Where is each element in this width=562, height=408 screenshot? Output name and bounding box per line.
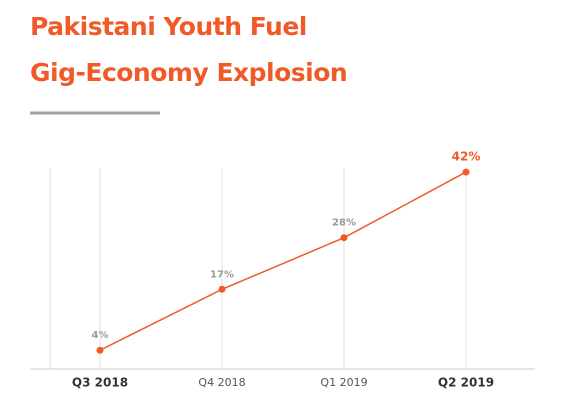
x-tick-label: Q3 2018 [72,376,128,390]
series-line [99,171,467,351]
data-point [340,234,348,242]
x-tick-label: Q2 2019 [438,376,494,390]
value-label: 4% [92,330,109,341]
data-point [96,346,104,354]
value-label: 28% [332,218,356,229]
value-label: 42% [452,150,481,164]
chart-title: Gig-Economy Explosion [30,58,347,87]
value-label: 17% [210,269,234,280]
data-point [218,285,226,293]
x-tick-label: Q4 2018 [198,376,245,389]
data-point [462,168,470,176]
chart-title: Pakistani Youth Fuel [30,12,307,41]
x-tick-label: Q1 2019 [320,376,367,389]
